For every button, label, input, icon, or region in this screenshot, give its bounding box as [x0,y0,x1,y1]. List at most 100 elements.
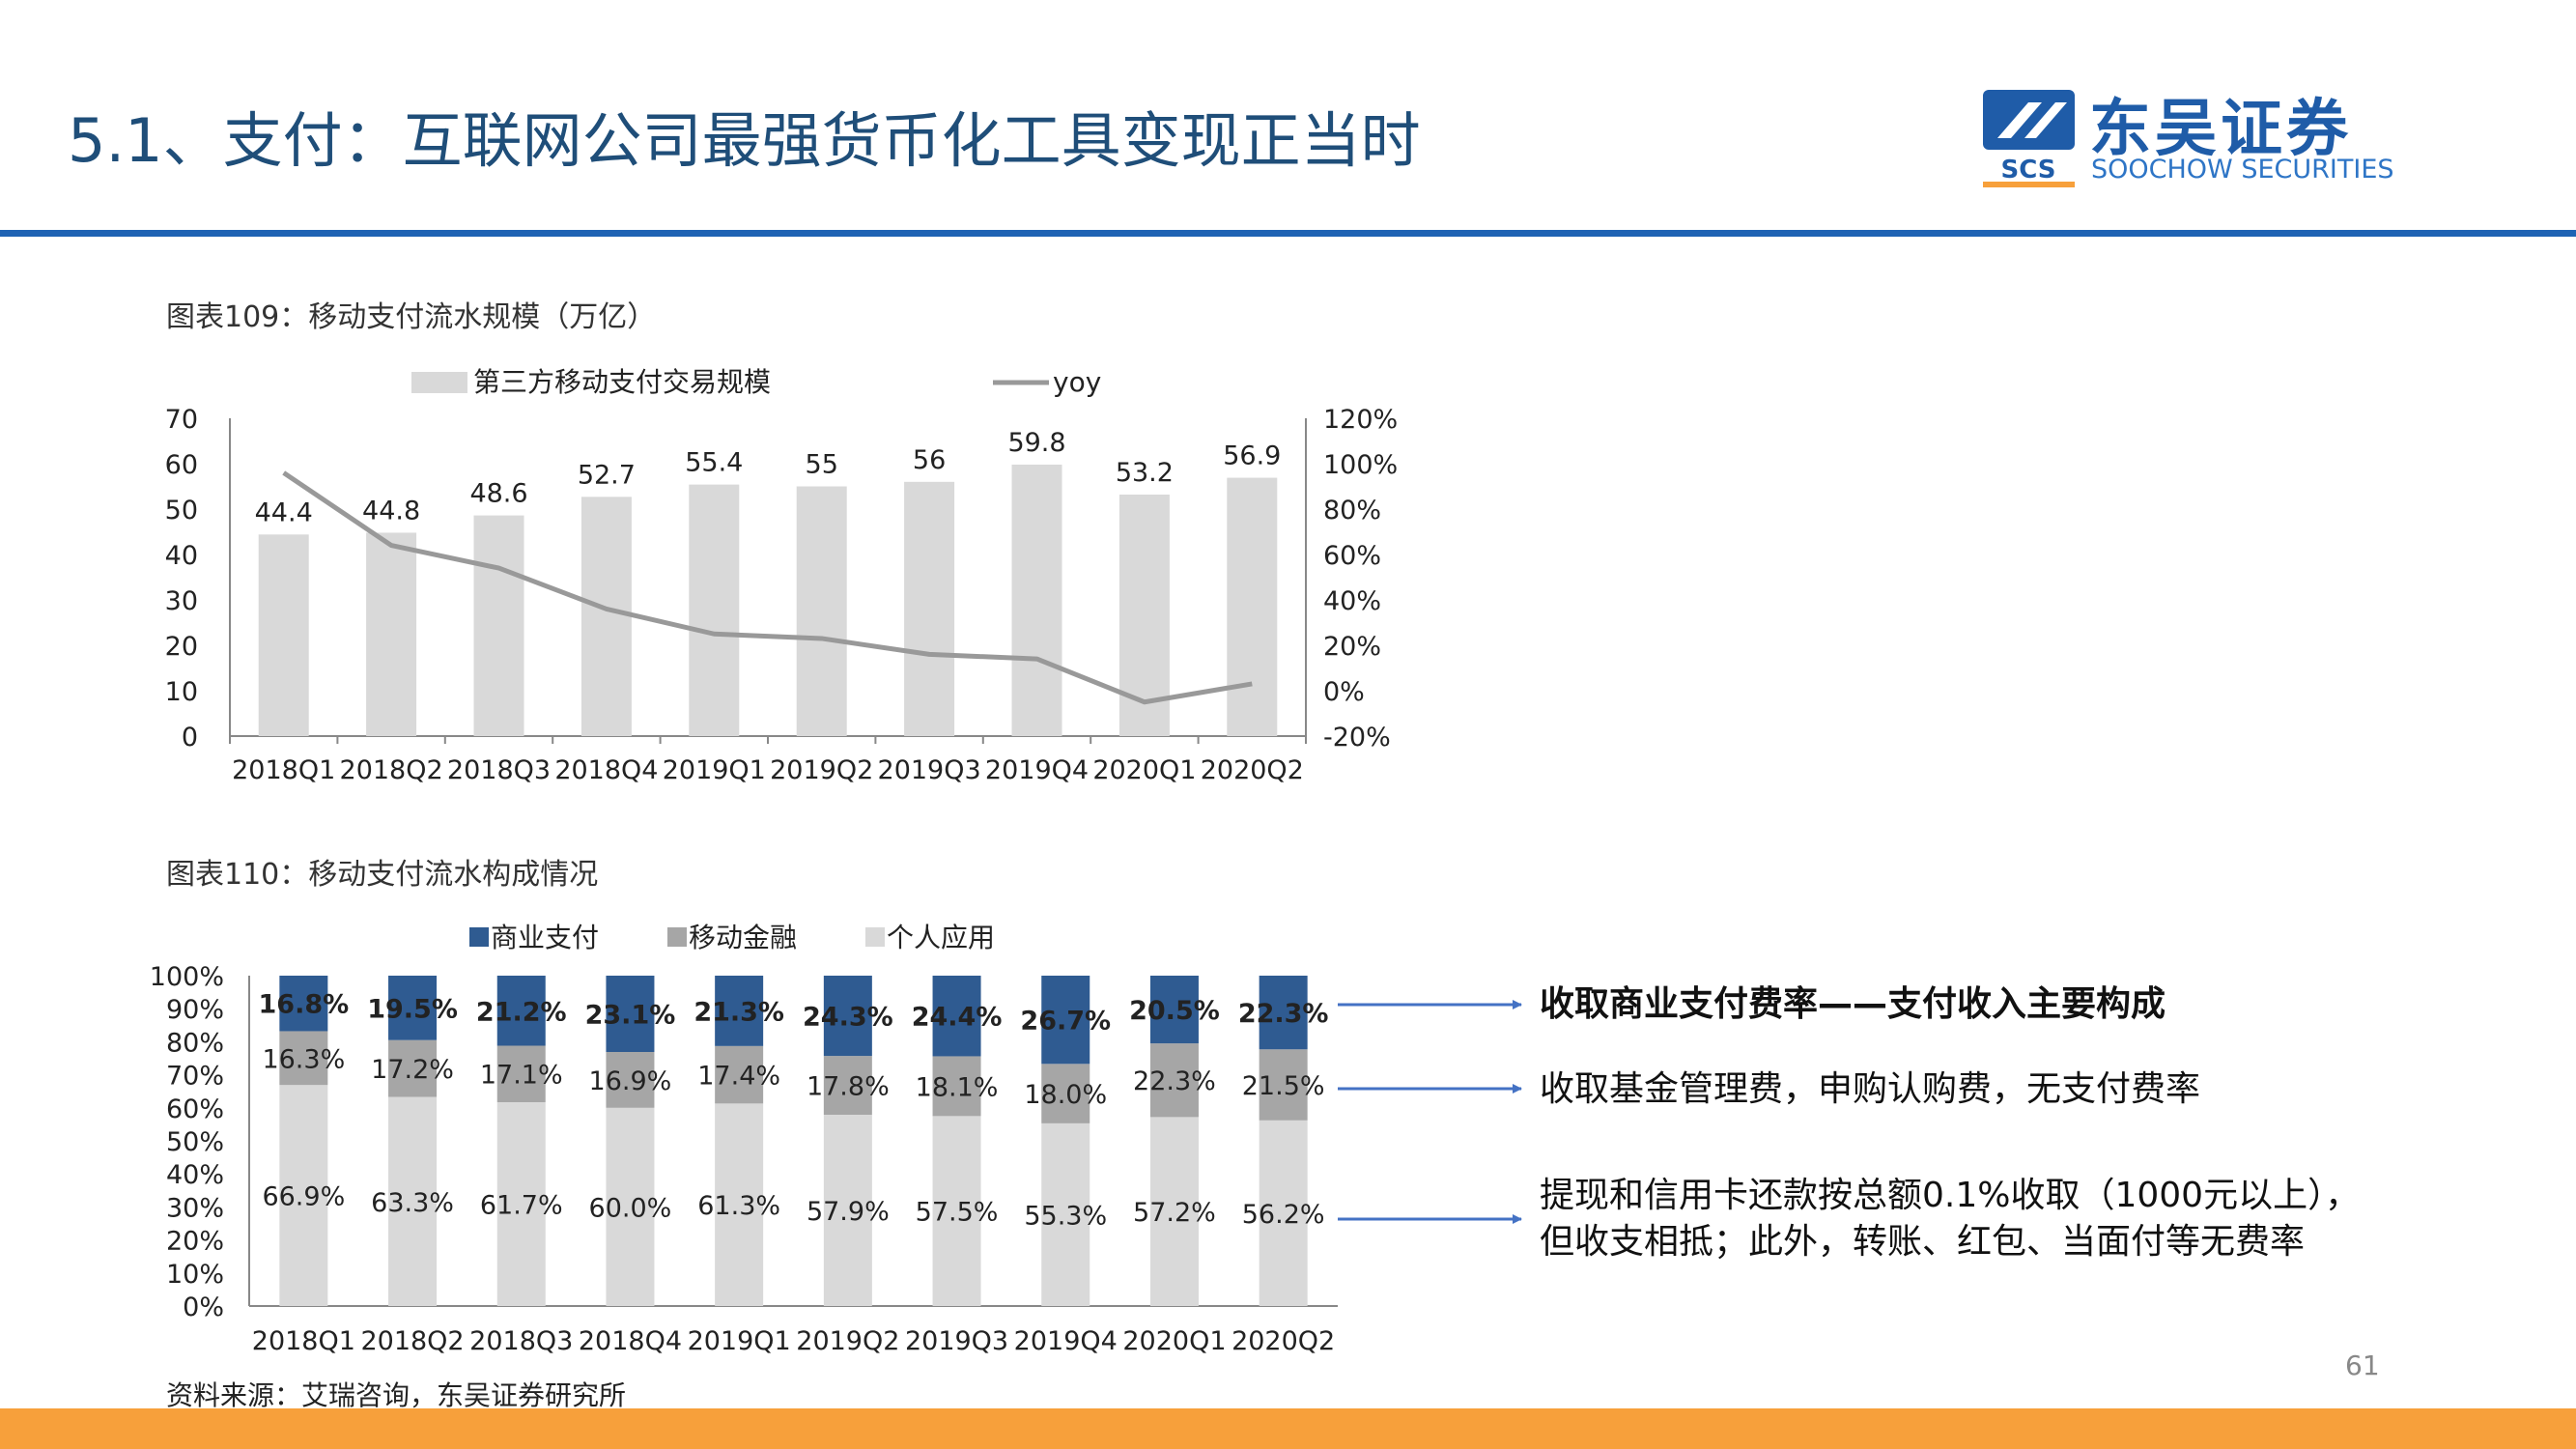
segment-value-label: 63.3% [371,1188,454,1218]
company-logo: SCS 东吴证券 SOOCHOW SECURITIES [1978,85,2422,191]
x-tick-label: 2019Q1 [663,755,766,785]
segment-value-label: 26.7% [1020,1007,1111,1037]
x-tick-label: 2018Q3 [447,755,551,785]
y-right-tick-label: 120% [1323,405,1398,435]
y-tick-label: 10% [166,1260,224,1290]
legend-swatch [469,927,489,947]
segment-value-label: 17.4% [697,1062,780,1092]
stacked-bar-segment [932,1056,981,1117]
stacked-bar-segment [1149,976,1199,1044]
bar-value-label: 48.6 [469,479,527,509]
y-tick-label: 60% [166,1094,224,1124]
segment-value-label: 23.1% [585,1001,676,1031]
stacked-bar-segment [279,976,328,1032]
bar [580,497,632,736]
bar [796,486,847,736]
segment-value-label: 16.3% [262,1044,345,1074]
logo-english-name: SOOCHOW SECURITIES [2091,155,2394,185]
stacked-bar-segment [388,976,438,1040]
logo-mark-text: SCS [2000,156,2055,185]
note-line: 但收支相抵；此外，转账、红包、当面付等无费率 [1540,1222,2306,1262]
yoy-line [282,470,1253,705]
y-left-tick-label: 60 [165,450,198,480]
stacked-bar-segment [823,1114,872,1306]
stacked-bar-segment [606,1107,655,1306]
y-left-tick-label: 40 [165,541,198,571]
stacked-bar-segment [279,1031,328,1086]
stacked-bar-segment [1259,1120,1308,1306]
stacked-bar-segment [496,1101,546,1306]
y-left-tick-label: 70 [165,405,198,435]
y-left-tick-label: 50 [165,496,198,526]
bar [904,481,955,736]
x-tick-label: 2019Q2 [770,755,873,785]
x-tick-label: 2020Q1 [1092,755,1196,785]
bar-value-label: 44.4 [255,497,313,527]
stacked-bar-segment [932,1116,981,1306]
x-tick-label: 2019Q2 [796,1326,899,1356]
chart1-caption: 图表109：移动支付流水规模（万亿） [166,300,657,334]
logo-mark-icon: SCS [1983,90,2075,187]
y-right-tick-label: 20% [1323,632,1381,662]
note-personal-application: 提现和信用卡还款按总额0.1%收取（1000元以上）， 但收支相抵；此外，转账、… [1540,1173,2360,1265]
y-left-tick-label: 20 [165,632,198,662]
x-tick-label: 2018Q4 [554,755,658,785]
stacked-bar-segment [496,1045,546,1102]
x-tick-label: 2019Q4 [1014,1326,1118,1356]
stacked-bar-segment [823,976,872,1057]
segment-value-label: 17.1% [480,1061,563,1091]
x-tick-label: 2019Q3 [905,1326,1008,1356]
segment-value-label: 60.0% [589,1193,672,1223]
bottom-accent-bar [0,1408,2576,1449]
bar-value-label: 55 [806,450,838,480]
note-mobile-finance: 收取基金管理费，申购认购费，无支付费率 [1540,1066,2200,1113]
x-tick-label: 2019Q1 [688,1326,791,1356]
y-left-tick-label: 10 [165,677,198,707]
legend-label-bar: 第三方移动支付交易规模 [473,366,771,398]
bar [1011,464,1062,736]
y-tick-label: 40% [166,1160,224,1190]
stacked-bar-segment [1149,1043,1199,1118]
segment-value-label: 20.5% [1129,996,1220,1026]
y-right-tick-label: -20% [1323,723,1391,753]
segment-value-label: 18.1% [916,1072,999,1102]
stacked-bar-segment [496,976,546,1046]
bar-value-label: 44.8 [362,496,420,526]
y-tick-label: 100% [150,962,224,992]
stacked-bar-segment [279,1085,328,1306]
x-tick-label: 2018Q2 [340,755,443,785]
bar [1227,477,1278,736]
note-line: 提现和信用卡还款按总额0.1%收取（1000元以上）， [1540,1176,2361,1215]
stacked-bar-segment [932,976,981,1057]
legend-label-line: yoy [1053,366,1101,398]
segment-value-label: 57.2% [1133,1198,1216,1228]
legend-label: 个人应用 [887,922,995,953]
y-left-tick-label: 30 [165,586,198,616]
y-right-tick-label: 60% [1323,541,1381,571]
y-tick-label: 20% [166,1227,224,1257]
stacked-bar-segment [388,1096,438,1306]
legend-swatch-bar [411,372,467,393]
y-tick-label: 50% [166,1127,224,1157]
stacked-bar-segment [1259,976,1308,1050]
segment-value-label: 21.5% [1242,1071,1325,1101]
y-right-tick-label: 0% [1323,677,1365,707]
note-line: 收取商业支付费率——支付收入主要构成 [1540,984,2166,1024]
segment-value-label: 16.9% [589,1066,672,1096]
stacked-bar-segment [606,976,655,1053]
x-tick-label: 2018Q1 [232,755,335,785]
x-tick-label: 2018Q4 [579,1326,682,1356]
x-tick-label: 2018Q3 [469,1326,573,1356]
y-tick-label: 30% [166,1193,224,1223]
segment-value-label: 24.3% [803,1003,893,1033]
note-line: 收取基金管理费，申购认购费，无支付费率 [1540,1069,2201,1109]
y-left-tick-label: 0 [182,723,198,753]
stacked-bar-segment [388,1039,438,1097]
x-tick-label: 2020Q1 [1122,1326,1226,1356]
y-tick-label: 80% [166,1028,224,1058]
bar-value-label: 52.7 [578,460,636,490]
bar [689,484,740,736]
y-right-tick-label: 80% [1323,496,1381,526]
stacked-bar-segment [1041,1064,1090,1123]
segment-value-label: 56.2% [1242,1200,1325,1230]
